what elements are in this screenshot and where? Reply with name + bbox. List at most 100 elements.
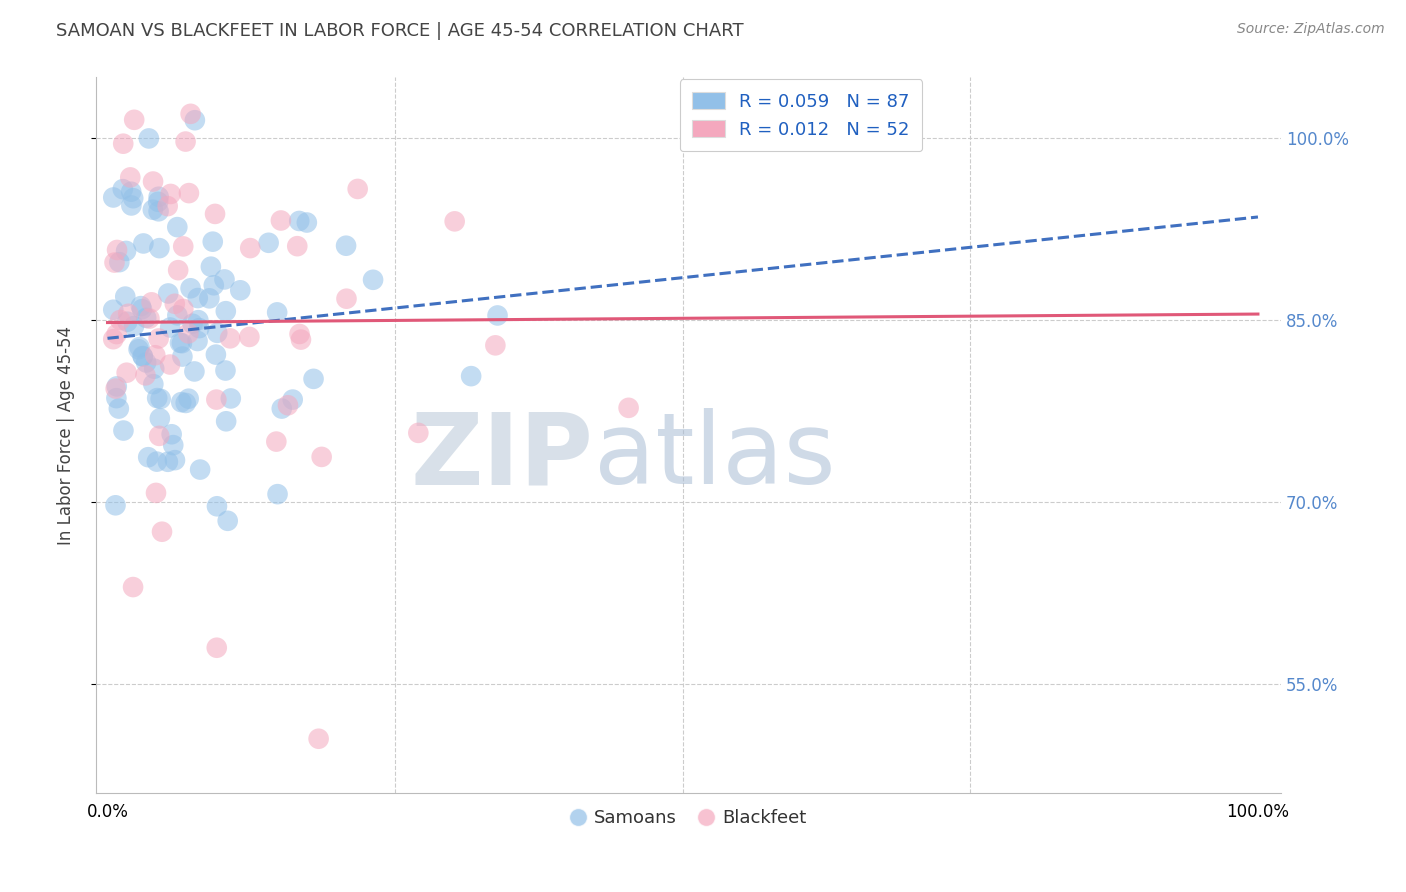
Text: SAMOAN VS BLACKFEET IN LABOR FORCE | AGE 45-54 CORRELATION CHART: SAMOAN VS BLACKFEET IN LABOR FORCE | AGE… — [56, 22, 744, 40]
Point — [200, 260, 222, 274]
Point — [187, 313, 209, 327]
Point — [180, 107, 202, 121]
Point — [270, 213, 292, 227]
Point — [136, 450, 159, 465]
Point — [108, 255, 131, 269]
Point — [159, 358, 181, 372]
Point — [117, 307, 139, 321]
Point — [104, 498, 127, 512]
Point — [172, 239, 194, 253]
Point — [148, 241, 170, 255]
Point — [270, 401, 292, 416]
Point — [117, 315, 139, 329]
Point — [617, 401, 640, 415]
Point — [122, 580, 145, 594]
Point — [115, 244, 138, 258]
Point — [166, 220, 188, 235]
Point — [122, 319, 145, 334]
Point — [172, 350, 194, 364]
Point — [188, 462, 211, 476]
Point — [143, 348, 166, 362]
Point — [266, 434, 288, 449]
Point — [112, 136, 135, 151]
Point — [141, 295, 163, 310]
Point — [142, 377, 165, 392]
Point — [217, 514, 239, 528]
Point — [122, 191, 145, 205]
Point — [257, 235, 280, 250]
Point — [486, 309, 509, 323]
Point — [187, 291, 209, 305]
Point — [285, 239, 308, 253]
Point — [484, 338, 506, 352]
Point — [308, 731, 330, 746]
Point — [174, 396, 197, 410]
Point — [145, 486, 167, 500]
Point — [239, 241, 262, 255]
Point — [149, 411, 172, 425]
Point — [207, 326, 229, 340]
Point — [215, 414, 238, 428]
Point — [120, 185, 142, 199]
Point — [108, 401, 131, 416]
Point — [181, 317, 204, 331]
Point — [205, 640, 228, 655]
Point — [311, 450, 333, 464]
Point — [281, 392, 304, 407]
Point — [142, 202, 165, 217]
Point — [170, 336, 193, 351]
Point — [163, 453, 186, 467]
Point — [174, 135, 197, 149]
Point — [169, 335, 191, 350]
Point — [146, 455, 169, 469]
Point — [159, 186, 181, 201]
Point — [111, 182, 134, 196]
Point — [172, 301, 194, 316]
Point — [135, 310, 157, 325]
Point — [177, 186, 200, 200]
Legend: Samoans, Blackfeet: Samoans, Blackfeet — [564, 802, 814, 834]
Point — [167, 263, 190, 277]
Point — [219, 392, 242, 406]
Point — [157, 286, 180, 301]
Point — [290, 333, 312, 347]
Point — [214, 363, 236, 377]
Point — [204, 207, 226, 221]
Point — [288, 326, 311, 341]
Point — [361, 273, 384, 287]
Point — [186, 334, 208, 348]
Point — [201, 235, 224, 249]
Point — [142, 175, 165, 189]
Point — [335, 238, 357, 252]
Point — [128, 340, 150, 354]
Point — [183, 364, 205, 378]
Point — [346, 182, 368, 196]
Point — [148, 429, 170, 443]
Point — [170, 395, 193, 409]
Point — [115, 366, 138, 380]
Point — [460, 369, 482, 384]
Point — [214, 272, 236, 286]
Point — [105, 391, 128, 405]
Point — [166, 309, 188, 323]
Point — [134, 368, 156, 383]
Point — [160, 427, 183, 442]
Point — [105, 379, 128, 393]
Text: Source: ZipAtlas.com: Source: ZipAtlas.com — [1237, 22, 1385, 37]
Point — [105, 327, 128, 342]
Point — [229, 283, 252, 297]
Point — [266, 487, 288, 501]
Point — [277, 398, 299, 412]
Point — [122, 112, 145, 127]
Point — [180, 281, 202, 295]
Point — [104, 382, 127, 396]
Point — [143, 361, 166, 376]
Point — [219, 331, 242, 345]
Point — [184, 113, 207, 128]
Point — [103, 255, 125, 269]
Point — [148, 190, 170, 204]
Point — [112, 424, 135, 438]
Point — [238, 330, 260, 344]
Point — [128, 343, 150, 357]
Point — [215, 304, 238, 318]
